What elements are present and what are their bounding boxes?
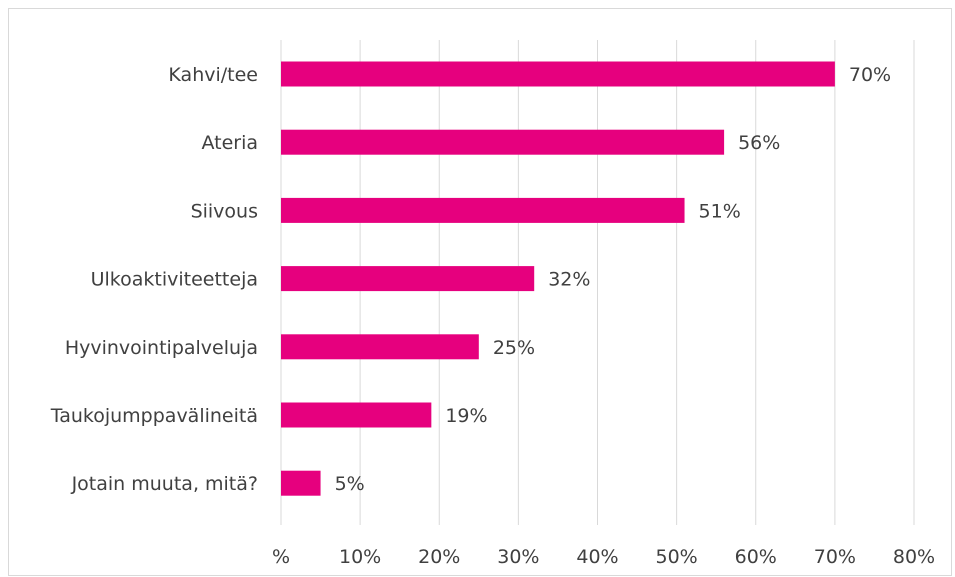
category-label: Siivous (191, 200, 258, 222)
data-label: 25% (493, 337, 535, 359)
labels: % 10% 20% 30% 40% 50% 60% 70% 80% Kahvi/tee 70% Ate… (50, 64, 935, 568)
x-tick-label: 60% (735, 546, 777, 568)
bar (281, 334, 479, 360)
category-label: Jotain muuta, mitä? (71, 473, 258, 495)
chart-frame (8, 8, 952, 576)
x-tick-label: 20% (418, 546, 460, 568)
category-label: Ateria (201, 132, 258, 154)
bars (281, 61, 835, 496)
bar (281, 197, 685, 223)
category-label: Ulkoaktiviteetteja (91, 269, 258, 291)
data-label: 70% (849, 64, 891, 86)
x-tick-label: 70% (814, 546, 856, 568)
x-tick-label: % (272, 546, 290, 568)
x-tick-label: 10% (339, 546, 381, 568)
x-tick-label: 80% (893, 546, 935, 568)
data-label: 32% (548, 269, 590, 291)
x-tick-label: 50% (656, 546, 698, 568)
bar (281, 402, 432, 428)
data-label: 5% (335, 473, 365, 495)
bar (281, 61, 835, 87)
data-label: 56% (738, 132, 780, 154)
data-label: 51% (699, 200, 741, 222)
x-tick-label: 30% (497, 546, 539, 568)
category-label: Hyvinvointipalveluja (65, 337, 258, 359)
gridlines (280, 40, 915, 525)
bar (281, 470, 321, 496)
x-tick-label: 40% (576, 546, 618, 568)
data-label: 19% (445, 405, 487, 427)
bar (281, 266, 535, 292)
category-label: Kahvi/tee (168, 64, 258, 86)
bar (281, 129, 725, 155)
category-label: Taukojumppavälineitä (50, 405, 258, 427)
